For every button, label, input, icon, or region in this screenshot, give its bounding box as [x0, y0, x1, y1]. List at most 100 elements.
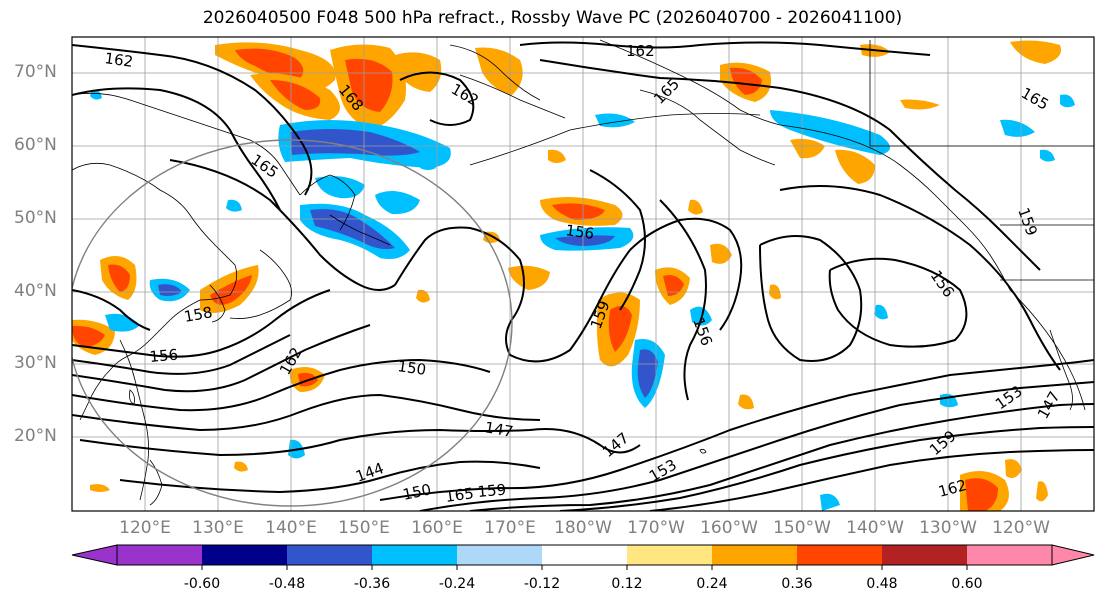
lat-label: 60°N: [14, 135, 57, 155]
colorbar-tick-label: 0.60: [951, 576, 983, 592]
lon-label: 140°E: [265, 518, 317, 538]
positive-anomaly-patch: [234, 461, 248, 472]
contour-line: [399, 71, 475, 126]
negative-anomaly-core: [158, 284, 182, 296]
height-contours: [72, 41, 1094, 511]
contour-line: [72, 44, 313, 196]
negative-anomaly-core: [290, 129, 420, 156]
lat-label: 30°N: [14, 353, 57, 373]
contour-line: [469, 403, 1094, 511]
positive-anomaly-core: [235, 48, 304, 80]
japan-coast: [229, 249, 293, 319]
positive-anomaly-patch: [1010, 40, 1061, 64]
alaska-coast: [599, 39, 1011, 291]
positive-anomaly-core: [108, 264, 130, 292]
positive-anomaly-patch: [900, 99, 940, 110]
lon-label: 160°W: [700, 518, 758, 538]
positive-anomaly-core: [965, 478, 998, 511]
contour-label: 150: [396, 357, 427, 379]
colorbar-tick-label: -0.48: [268, 576, 306, 592]
contour-label: 156: [564, 221, 595, 243]
lon-label: 130°E: [192, 518, 244, 538]
positive-anomaly-patch: [790, 138, 825, 159]
positive-anomaly-core: [608, 306, 632, 352]
colorbar-tick-label: -0.12: [523, 576, 561, 592]
negative-anomaly-patch: [1000, 119, 1035, 137]
positive-anomaly-patch: [1036, 481, 1048, 502]
positive-anomaly-patch: [1005, 459, 1022, 478]
positive-anomaly-patch: [688, 199, 703, 215]
lat-label: 20°N: [14, 426, 57, 446]
negative-anomaly-patch: [105, 313, 140, 332]
rossby-wave-region-circle: [72, 139, 513, 507]
contour-line: [649, 449, 1094, 511]
contour-label: 150: [401, 480, 433, 504]
contour-line: [828, 257, 968, 348]
contour-label: 158: [183, 303, 214, 326]
negative-anomaly-core: [637, 349, 658, 398]
aleutian-islands: [469, 113, 761, 166]
positive-anomaly-patch: [416, 289, 430, 303]
korea-coast: [209, 284, 226, 323]
lon-label: 150°E: [338, 518, 390, 538]
contour-line: [72, 324, 371, 393]
positive-anomaly-core: [270, 80, 321, 110]
contour-line: [394, 226, 631, 363]
north-america-coast: [1009, 289, 1086, 411]
negative-anomaly-patch: [874, 304, 888, 320]
negative-anomaly-patch: [420, 159, 436, 170]
negative-anomaly-patch: [1060, 94, 1075, 108]
lon-label: 170°E: [484, 518, 536, 538]
contour-line: [72, 87, 281, 211]
contour-line: [779, 185, 1061, 371]
contour-label: 159: [477, 481, 507, 501]
lon-label: 160°E: [411, 518, 463, 538]
lon-label: 180°W: [554, 518, 612, 538]
arctic-coast: [449, 44, 541, 101]
contour-line: [759, 235, 863, 362]
contour-label: 147: [483, 418, 514, 441]
positive-anomaly-patch: [738, 394, 754, 410]
positive-anomaly-core: [552, 203, 605, 220]
positive-anomaly-core: [345, 58, 393, 112]
colorbar-tick-label: -0.60: [183, 576, 221, 592]
hawaii-islands: [699, 448, 707, 454]
negative-anomaly-core: [555, 235, 615, 246]
map-frame: [71, 36, 1095, 512]
positive-anomaly-core: [730, 67, 762, 95]
lat-label: 40°N: [14, 281, 57, 301]
colorbar-tick-label: 0.36: [781, 576, 813, 592]
lon-label: 130°W: [919, 518, 977, 538]
contour-line: [629, 217, 743, 331]
contour-line: [519, 41, 931, 56]
colorbar-extend-low: [71, 544, 118, 566]
colorbar-tick-label: -0.36: [353, 576, 391, 592]
positive-anomaly-patch: [90, 484, 110, 492]
colorbar-tick-label: 0.12: [611, 576, 643, 592]
positive-anomaly-patch: [835, 149, 875, 184]
colorbar-tick-label: 0.48: [866, 576, 898, 592]
negative-anomaly-patch: [90, 89, 102, 100]
map-plot-area: 162 162 162 168 165 165 156 159 156 156 …: [72, 37, 1094, 511]
colorbar-tick-label: 0.24: [696, 576, 728, 592]
colorbar-extend-high: [1051, 544, 1095, 566]
positive-anomaly-patch: [508, 265, 550, 290]
kamchatka-coast: [299, 174, 356, 231]
contour-line: [539, 59, 1041, 271]
lon-label: 140°W: [846, 518, 904, 538]
alaska-coast-north: [639, 89, 776, 166]
positive-anomaly-patch: [548, 149, 566, 163]
negative-anomaly-patch: [820, 493, 840, 511]
contour-line: [72, 393, 541, 432]
contour-line: [72, 289, 151, 331]
positive-anomaly-patch: [395, 52, 442, 92]
negative-anomaly-patch: [1040, 149, 1055, 162]
positive-anomaly-core: [663, 275, 684, 296]
negative-anomaly-patch: [226, 199, 242, 212]
lon-label: 120°W: [992, 518, 1050, 538]
map-title: 2026040500 F048 500 hPa refract., Rossby…: [202, 8, 903, 28]
kuril-islands: [329, 214, 391, 246]
lon-label: 150°W: [773, 518, 831, 538]
negative-anomaly-patch: [375, 191, 420, 215]
